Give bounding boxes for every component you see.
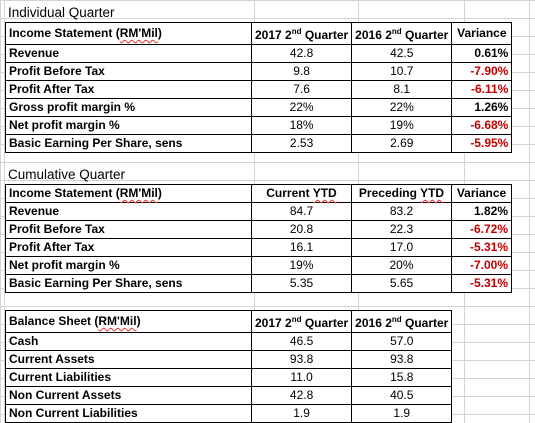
value-cell-current[interactable]: 2.53	[250, 134, 353, 153]
income-statement-header[interactable]: Income Statement (RM'Mil)	[5, 22, 252, 45]
table-row: Non Current Assets 42.8 40.5	[5, 386, 453, 405]
value-cell-current[interactable]: 42.8	[250, 386, 353, 405]
value-cell-previous[interactable]: 17.0	[351, 238, 452, 257]
variance-cell[interactable]: -5.95%	[451, 134, 513, 153]
cumulative-quarter-table: Income Statement (RM'Mil) Current YTD Pr…	[5, 184, 512, 293]
col-2016-q2-header[interactable]: 2016 2nd Quarter	[351, 310, 453, 333]
cumulative-quarter-title: Cumulative Quarter	[8, 167, 126, 182]
value-cell-current[interactable]: 9.8	[250, 62, 353, 81]
value-cell-previous[interactable]: 5.65	[351, 274, 452, 293]
value-cell-current[interactable]: 46.5	[250, 332, 353, 351]
variance-cell[interactable]: -6.68%	[451, 116, 513, 135]
value-cell-current[interactable]: 19%	[251, 256, 352, 275]
value-cell-current[interactable]: 11.0	[250, 368, 353, 387]
variance-cell[interactable]: 1.82%	[451, 202, 512, 221]
value-cell-previous[interactable]: 19%	[351, 116, 453, 135]
variance-cell[interactable]: 1.26%	[451, 98, 513, 117]
income-statement-header[interactable]: Income Statement (RM'Mil)	[5, 184, 252, 203]
table-row: Profit After Tax 16.1 17.0 -5.31%	[5, 238, 512, 257]
value-cell-previous[interactable]: 2.69	[351, 134, 453, 153]
row-label-cell[interactable]: Basic Earning Per Share, sens	[5, 274, 252, 293]
row-label-cell[interactable]: Cash	[5, 332, 252, 351]
row-label-cell[interactable]: Net profit margin %	[5, 256, 252, 275]
variance-cell[interactable]: -6.11%	[451, 80, 513, 99]
row-label-cell[interactable]: Profit After Tax	[5, 80, 252, 99]
table-row: Revenue 42.8 42.5 0.61%	[5, 44, 513, 63]
value-cell-previous[interactable]: 8.1	[351, 80, 453, 99]
table-row: Profit After Tax 7.6 8.1 -6.11%	[5, 80, 513, 99]
table-header-row: Balance Sheet (RM'Mil) 2017 2nd Quarter …	[5, 310, 453, 333]
row-label-cell[interactable]: Gross profit margin %	[5, 98, 252, 117]
value-cell-previous[interactable]: 10.7	[351, 62, 453, 81]
variance-cell[interactable]: -6.72%	[451, 220, 512, 239]
value-cell-previous[interactable]: 42.5	[351, 44, 453, 63]
col-preceding-ytd-header[interactable]: Preceding YTD	[351, 184, 452, 203]
value-cell-previous[interactable]: 15.8	[351, 368, 453, 387]
variance-cell[interactable]: -5.31%	[451, 274, 512, 293]
table-row: Gross profit margin % 22% 22% 1.26%	[5, 98, 513, 117]
row-label-cell[interactable]: Current Liabilities	[5, 368, 252, 387]
row-label-cell[interactable]: Revenue	[5, 44, 252, 63]
row-label-cell[interactable]: Revenue	[5, 202, 252, 221]
table-row: Basic Earning Per Share, sens 2.53 2.69 -5.…	[5, 134, 513, 153]
row-label-cell[interactable]: Non Current Assets	[5, 386, 252, 405]
value-cell-previous[interactable]: 57.0	[351, 332, 453, 351]
col-variance-header[interactable]: Variance	[451, 184, 512, 203]
table-row: Non Current Liabilities 1.9 1.9	[5, 404, 453, 423]
balance-sheet-table: Balance Sheet (RM'Mil) 2017 2nd Quarter …	[5, 310, 453, 423]
value-cell-previous[interactable]: 93.8	[351, 350, 453, 369]
row-label-cell[interactable]: Net profit margin %	[5, 116, 252, 135]
col-2016-q2-header[interactable]: 2016 2nd Quarter	[351, 22, 453, 45]
table-row: Profit Before Tax 9.8 10.7 -7.90%	[5, 62, 513, 81]
table-row: Revenue 84.7 83.2 1.82%	[5, 202, 512, 221]
table-row: Current Liabilities 11.0 15.8	[5, 368, 453, 387]
value-cell-previous[interactable]: 40.5	[351, 386, 453, 405]
row-label-cell[interactable]: Profit Before Tax	[5, 62, 252, 81]
value-cell-current[interactable]: 16.1	[251, 238, 352, 257]
table-row: Net profit margin % 18% 19% -6.68%	[5, 116, 513, 135]
individual-quarter-table: Income Statement (RM'Mil) 2017 2nd Quart…	[5, 22, 513, 153]
table-row: Cash 46.5 57.0	[5, 332, 453, 351]
variance-cell[interactable]: -7.90%	[451, 62, 513, 81]
value-cell-current[interactable]: 7.6	[250, 80, 353, 99]
value-cell-current[interactable]: 42.8	[250, 44, 353, 63]
table-header-row: Income Statement (RM'Mil) Current YTD Pr…	[5, 184, 512, 203]
value-cell-current[interactable]: 20.8	[251, 220, 352, 239]
value-cell-current[interactable]: 1.9	[250, 404, 353, 423]
grid-column-line	[529, 0, 530, 423]
variance-cell[interactable]: -5.31%	[451, 238, 512, 257]
value-cell-previous[interactable]: 22%	[351, 98, 453, 117]
table-row: Basic Earning Per Share, sens 5.35 5.65 -5.…	[5, 274, 512, 293]
value-cell-previous[interactable]: 83.2	[351, 202, 452, 221]
variance-cell[interactable]: 0.61%	[451, 44, 513, 63]
individual-quarter-title: Individual Quarter	[8, 5, 115, 20]
variance-cell[interactable]: -7.00%	[451, 256, 512, 275]
col-2017-q2-header[interactable]: 2017 2nd Quarter	[250, 310, 353, 333]
value-cell-previous[interactable]: 20%	[351, 256, 452, 275]
value-cell-current[interactable]: 18%	[250, 116, 353, 135]
row-label-cell[interactable]: Non Current Liabilities	[5, 404, 252, 423]
balance-sheet-header[interactable]: Balance Sheet (RM'Mil)	[5, 310, 252, 333]
row-label-cell[interactable]: Profit After Tax	[5, 238, 252, 257]
table-row: Net profit margin % 19% 20% -7.00%	[5, 256, 512, 275]
value-cell-current[interactable]: 5.35	[251, 274, 352, 293]
col-variance-header[interactable]: Variance	[451, 22, 513, 45]
row-label-cell[interactable]: Profit Before Tax	[5, 220, 252, 239]
col-current-ytd-header[interactable]: Current YTD	[251, 184, 352, 203]
col-2017-q2-header[interactable]: 2017 2nd Quarter	[250, 22, 353, 45]
table-row: Profit Before Tax 20.8 22.3 -6.72%	[5, 220, 512, 239]
value-cell-current[interactable]: 84.7	[251, 202, 352, 221]
value-cell-current[interactable]: 22%	[250, 98, 353, 117]
value-cell-previous[interactable]: 1.9	[351, 404, 453, 423]
value-cell-current[interactable]: 93.8	[250, 350, 353, 369]
row-label-cell[interactable]: Current Assets	[5, 350, 252, 369]
table-row: Current Assets 93.8 93.8	[5, 350, 453, 369]
value-cell-previous[interactable]: 22.3	[351, 220, 452, 239]
grid-column-line	[4, 0, 5, 423]
table-header-row: Income Statement (RM'Mil) 2017 2nd Quart…	[5, 22, 513, 45]
row-label-cell[interactable]: Basic Earning Per Share, sens	[5, 134, 252, 153]
